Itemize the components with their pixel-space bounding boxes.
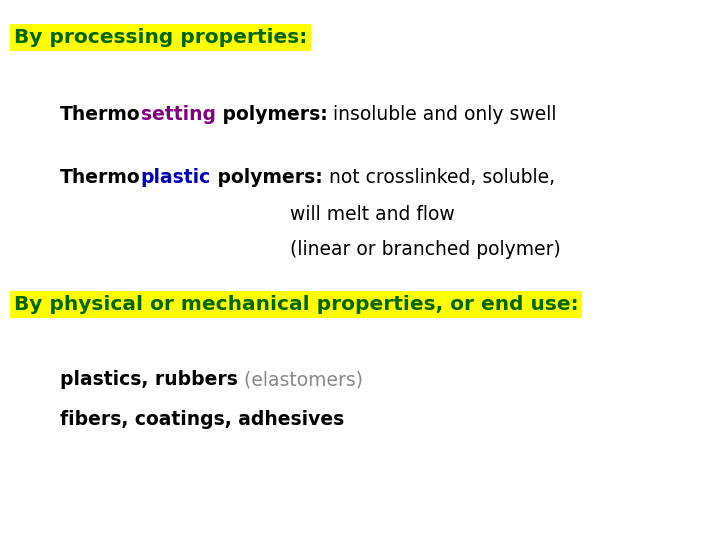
Text: insoluble and only swell: insoluble and only swell — [328, 105, 557, 124]
Text: Thermo: Thermo — [60, 168, 140, 187]
Text: (linear or branched polymer): (linear or branched polymer) — [290, 240, 561, 259]
Text: polymers:: polymers: — [215, 105, 328, 124]
Text: plastic: plastic — [140, 168, 211, 187]
Text: will melt and flow: will melt and flow — [290, 205, 455, 224]
Text: Thermo: Thermo — [60, 105, 140, 124]
Text: By physical or mechanical properties, or end use:: By physical or mechanical properties, or… — [14, 295, 579, 314]
Text: By processing properties:: By processing properties: — [14, 28, 307, 47]
Text: not crosslinked, soluble,: not crosslinked, soluble, — [323, 168, 554, 187]
Text: plastics, rubbers: plastics, rubbers — [60, 370, 238, 389]
Text: setting: setting — [140, 105, 215, 124]
Text: polymers:: polymers: — [211, 168, 323, 187]
Text: (elastomers): (elastomers) — [238, 370, 363, 389]
Text: fibers, coatings, adhesives: fibers, coatings, adhesives — [60, 410, 344, 429]
